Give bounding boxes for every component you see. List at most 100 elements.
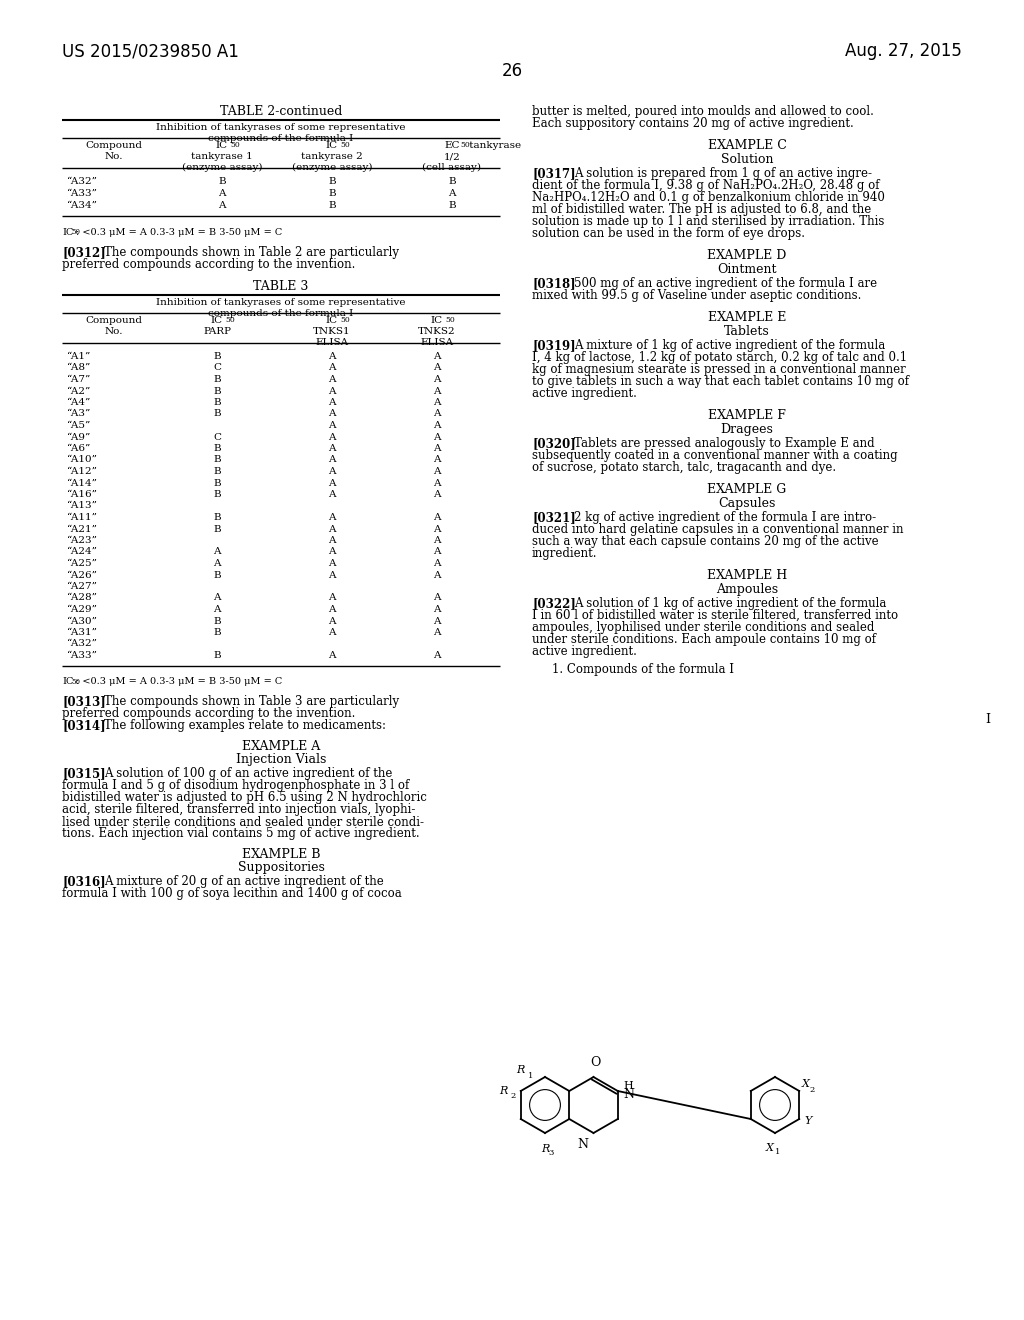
Text: Each suppository contains 20 mg of active ingredient.: Each suppository contains 20 mg of activ… [532,117,854,129]
Text: [0317]: [0317] [532,168,575,180]
Text: EXAMPLE E: EXAMPLE E [708,312,786,323]
Text: A: A [433,375,440,384]
Text: A: A [213,548,221,557]
Text: A: A [433,605,440,614]
Text: “A21”: “A21” [67,524,97,533]
Text: B: B [213,524,221,533]
Text: [0313]: [0313] [62,696,105,709]
Text: subsequently coated in a conventional manner with a coating: subsequently coated in a conventional ma… [532,449,898,462]
Text: A: A [329,421,336,430]
Text: A: A [329,455,336,465]
Text: “A5”: “A5” [67,421,90,430]
Text: “A29”: “A29” [67,605,97,614]
Text: A: A [433,628,440,638]
Text: “A24”: “A24” [67,548,97,557]
Text: B: B [213,513,221,521]
Text: [0322]: [0322] [532,597,575,610]
Text: Solution: Solution [721,153,773,166]
Text: “A23”: “A23” [67,536,97,545]
Text: “A33”: “A33” [67,651,97,660]
Text: : <0.3 μM = A 0.3-3 μM = B 3-50 μM = C: : <0.3 μM = A 0.3-3 μM = B 3-50 μM = C [76,228,283,238]
Text: A: A [433,513,440,521]
Text: A: A [433,363,440,372]
Text: “A34”: “A34” [67,201,97,210]
Text: The compounds shown in Table 3 are particularly: The compounds shown in Table 3 are parti… [104,696,399,709]
Text: The compounds shown in Table 2 are particularly: The compounds shown in Table 2 are parti… [104,246,399,259]
Text: “A32”: “A32” [67,177,97,186]
Text: 50: 50 [225,315,234,323]
Text: [0319]: [0319] [532,339,575,352]
Text: I, 4 kg of lactose, 1.2 kg of potato starch, 0.2 kg of talc and 0.1: I, 4 kg of lactose, 1.2 kg of potato sta… [532,351,907,364]
Text: B: B [213,616,221,626]
Text: 50: 50 [230,141,240,149]
Text: ampoules, lyophilised under sterile conditions and sealed: ampoules, lyophilised under sterile cond… [532,620,874,634]
Text: TNKS1: TNKS1 [313,327,351,337]
Text: EXAMPLE A: EXAMPLE A [242,739,321,752]
Text: A: A [329,524,336,533]
Text: “A6”: “A6” [67,444,90,453]
Text: such a way that each capsule contains 20 mg of the active: such a way that each capsule contains 20… [532,535,879,548]
Text: B: B [213,352,221,360]
Text: tankyrase 1: tankyrase 1 [191,152,253,161]
Text: to give tablets in such a way that each tablet contains 10 mg of: to give tablets in such a way that each … [532,375,909,388]
Text: B: B [328,201,336,210]
Text: “A2”: “A2” [67,387,90,396]
Text: “A33”: “A33” [67,189,97,198]
Text: Tablets are pressed analogously to Example E and: Tablets are pressed analogously to Examp… [574,437,874,450]
Text: ELISA: ELISA [315,338,348,347]
Text: A solution is prepared from 1 g of an active ingre-: A solution is prepared from 1 g of an ac… [574,168,872,180]
Text: A: A [329,409,336,418]
Text: A: A [449,189,456,198]
Text: Dragees: Dragees [721,422,773,436]
Text: A mixture of 1 kg of active ingredient of the formula: A mixture of 1 kg of active ingredient o… [574,339,886,352]
Text: “A7”: “A7” [67,375,90,384]
Text: “A32”: “A32” [67,639,97,648]
Text: [0314]: [0314] [62,719,105,733]
Text: [0321]: [0321] [532,511,575,524]
Text: butter is melted, poured into moulds and allowed to cool.: butter is melted, poured into moulds and… [532,106,873,117]
Text: A: A [433,399,440,407]
Text: Capsules: Capsules [718,498,776,510]
Text: A: A [213,558,221,568]
Text: B: B [218,177,226,186]
Text: EXAMPLE H: EXAMPLE H [707,569,787,582]
Text: 50: 50 [71,228,80,236]
Text: A: A [433,594,440,602]
Text: of sucrose, potato starch, talc, tragacanth and dye.: of sucrose, potato starch, talc, tragaca… [532,461,837,474]
Text: A mixture of 20 g of an active ingredient of the: A mixture of 20 g of an active ingredien… [104,875,384,888]
Text: [0312]: [0312] [62,246,105,259]
Text: 50: 50 [71,677,80,685]
Text: A: A [433,421,440,430]
Text: A: A [433,387,440,396]
Text: A: A [329,616,336,626]
Text: under sterile conditions. Each ampoule contains 10 mg of: under sterile conditions. Each ampoule c… [532,634,876,645]
Text: Inhibition of tankyrases of some representative: Inhibition of tankyrases of some represe… [157,298,406,308]
Text: A: A [218,201,225,210]
Text: : <0.3 μM = A 0.3-3 μM = B 3-50 μM = C: : <0.3 μM = A 0.3-3 μM = B 3-50 μM = C [76,677,283,686]
Text: A solution of 100 g of an active ingredient of the: A solution of 100 g of an active ingredi… [104,767,392,780]
Text: A: A [433,352,440,360]
Text: A: A [433,558,440,568]
Text: compounds of the formula I: compounds of the formula I [208,309,353,318]
Text: C: C [213,433,221,441]
Text: B: B [449,201,456,210]
Text: “A26”: “A26” [67,570,97,579]
Text: [0318]: [0318] [532,277,575,290]
Text: tankyrase 2: tankyrase 2 [301,152,362,161]
Text: B: B [213,570,221,579]
Text: B: B [213,455,221,465]
Text: A: A [329,536,336,545]
Text: B: B [328,177,336,186]
Text: The following examples relate to medicaments:: The following examples relate to medicam… [104,719,386,733]
Text: [0315]: [0315] [62,767,105,780]
Text: A: A [329,352,336,360]
Text: B: B [213,387,221,396]
Text: A: A [433,409,440,418]
Text: A: A [213,605,221,614]
Text: “A1”: “A1” [67,352,90,360]
Text: (enzyme assay): (enzyme assay) [292,162,373,172]
Text: A: A [433,455,440,465]
Text: A solution of 1 kg of active ingredient of the formula: A solution of 1 kg of active ingredient … [574,597,887,610]
Text: active ingredient.: active ingredient. [532,387,637,400]
Text: A: A [329,490,336,499]
